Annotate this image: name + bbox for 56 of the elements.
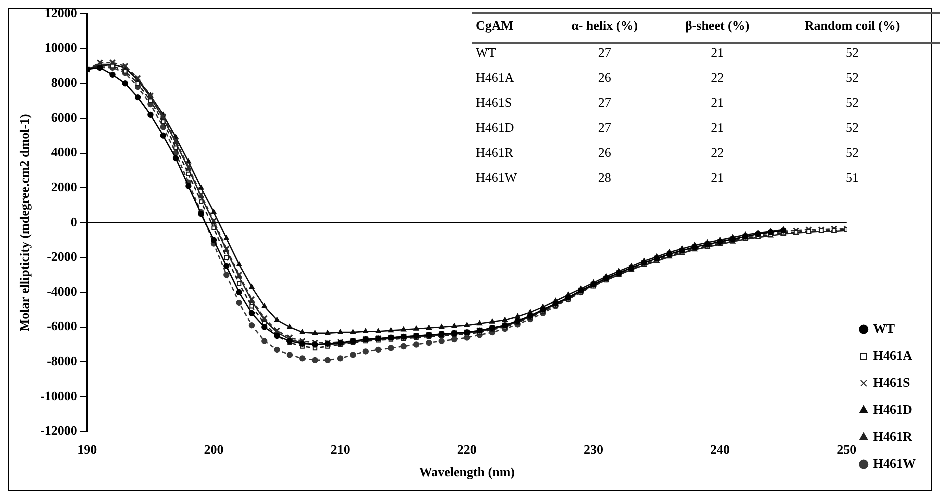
y-tick-label: 12000 <box>44 5 78 20</box>
annotation: H461A <box>475 68 516 86</box>
legend-label: H461A <box>873 348 913 363</box>
annotation: 27 <box>597 118 612 136</box>
x-tick-label: 200 <box>204 442 224 457</box>
annotation: H461D <box>475 118 516 136</box>
annotation: α- helix (%) <box>570 17 640 35</box>
x-tick-label: 240 <box>710 442 730 457</box>
annotation: 21 <box>710 44 726 62</box>
annotation: WT <box>475 44 498 62</box>
legend-label: H461W <box>873 456 916 471</box>
y-tick-label: -10000 <box>40 388 78 404</box>
annotation: Random coil (%) <box>804 17 902 35</box>
annotation: 52 <box>845 68 860 86</box>
x-tick-label: 190 <box>78 442 98 457</box>
y-tick-label: 10000 <box>44 40 78 56</box>
y-tick-label: -2000 <box>47 249 78 264</box>
annotation: 26 <box>597 68 612 86</box>
annotation: β-sheet (%) <box>684 17 751 35</box>
y-axis-title: Molar ellipticity (mdegree.cm2 dmol-1) <box>17 114 32 332</box>
legend-label: H461R <box>873 428 913 444</box>
x-tick-label: 210 <box>330 442 350 457</box>
y-tick-label: 0 <box>70 214 78 230</box>
annotation: 52 <box>845 118 860 136</box>
y-tick-label: 6000 <box>51 110 78 125</box>
annotation: CgAM <box>475 17 515 35</box>
annotation: 22 <box>710 144 726 162</box>
annotation: 52 <box>845 144 860 162</box>
annotation: 52 <box>845 44 860 62</box>
legend-label: WT <box>873 320 896 336</box>
annotation: H461R <box>475 144 515 162</box>
y-tick-label: -8000 <box>47 354 78 369</box>
annotation: 52 <box>845 94 860 112</box>
x-tick-label: 250 <box>837 442 857 457</box>
annotation: 21 <box>710 168 726 186</box>
annotation: 27 <box>597 94 612 112</box>
y-tick-label: -4000 <box>47 284 78 299</box>
annotation: 26 <box>597 144 612 162</box>
y-tick-label: 2000 <box>51 179 78 194</box>
x-tick-label: 220 <box>457 442 477 457</box>
y-tick-label: 8000 <box>51 74 78 90</box>
x-tick-label: 230 <box>584 442 604 457</box>
y-tick-label: -6000 <box>47 318 78 334</box>
annotation: 21 <box>710 118 726 136</box>
y-tick-label: 4000 <box>51 144 78 160</box>
annotation: 21 <box>710 94 726 112</box>
annotation: H461S <box>475 94 514 112</box>
legend-label: H461S <box>873 374 910 390</box>
legend-label: H461D <box>873 402 912 417</box>
y-tick-label: -12000 <box>40 423 78 438</box>
annotation: H461W <box>475 168 518 186</box>
x-axis-title: Wavelength (nm) <box>419 464 516 480</box>
annotation: 27 <box>597 44 612 62</box>
annotation: 51 <box>845 168 860 186</box>
annotation: 22 <box>710 68 726 86</box>
annotation: 28 <box>597 168 612 186</box>
